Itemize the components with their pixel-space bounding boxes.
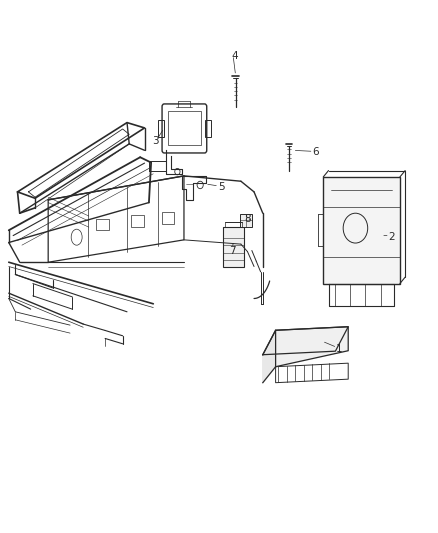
Bar (96, 219, 109, 230)
Bar (168, 111, 201, 145)
Bar (205, 120, 211, 137)
Text: 5: 5 (218, 182, 225, 191)
Polygon shape (276, 327, 348, 367)
Bar (158, 120, 164, 137)
Text: 6: 6 (312, 147, 319, 157)
Text: 4: 4 (231, 51, 238, 61)
Text: 8: 8 (244, 214, 251, 223)
Bar (240, 214, 252, 227)
Bar (131, 215, 144, 227)
Text: 7: 7 (229, 246, 236, 255)
Text: 3: 3 (152, 136, 159, 146)
Bar (162, 212, 174, 224)
Bar (323, 177, 400, 284)
Bar (223, 227, 244, 266)
Text: 2: 2 (389, 232, 396, 242)
Text: 1: 1 (336, 344, 343, 354)
Polygon shape (263, 330, 276, 383)
